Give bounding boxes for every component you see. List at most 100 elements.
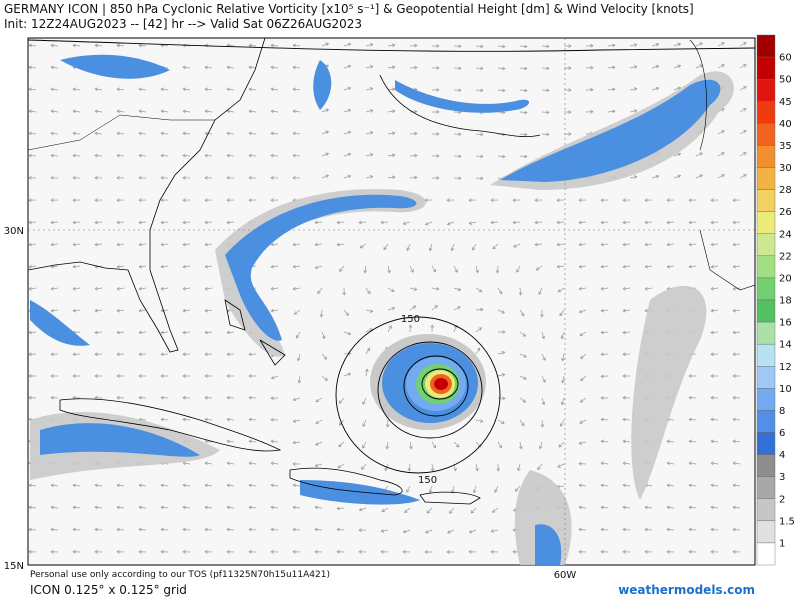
wind-arrow: [579, 397, 587, 403]
wind-arrow: [431, 110, 440, 114]
wind-arrow: [28, 352, 37, 357]
wind-arrow: [116, 264, 125, 269]
wind-arrow: [431, 66, 440, 70]
wind-arrow: [50, 352, 59, 357]
wind-arrow: [182, 242, 191, 247]
colorbar-label: 14: [779, 340, 792, 351]
wind-arrow: [468, 198, 477, 202]
wind-arrow: [365, 153, 374, 157]
wind-arrow: [490, 550, 499, 554]
wind-arrow: [475, 154, 484, 159]
wind-arrow: [160, 242, 169, 247]
wind-arrow: [475, 463, 479, 472]
wind-arrow: [204, 417, 213, 422]
lat-label: 15N: [4, 561, 24, 572]
wind-arrow: [387, 325, 392, 333]
wind-arrow: [204, 264, 213, 269]
wind-arrow: [270, 131, 279, 136]
wind-arrow: [28, 131, 37, 136]
wind-arrow: [182, 65, 191, 70]
wind-arrow: [453, 441, 460, 448]
wind-arrow: [516, 265, 521, 273]
wind-arrow: [622, 220, 631, 225]
wind-arrow: [717, 42, 725, 47]
wind-arrow: [50, 220, 59, 225]
wind-arrow: [491, 507, 499, 513]
wind-arrow: [622, 395, 631, 400]
colorbar-swatch: [756, 520, 776, 544]
wind-arrow: [138, 330, 147, 335]
wind-arrow: [28, 395, 37, 400]
wind-arrow: [710, 527, 719, 532]
wind-arrow: [50, 395, 59, 400]
wind-arrow: [431, 154, 440, 158]
wind-arrow: [204, 87, 213, 92]
wind-arrow: [409, 65, 418, 70]
wind-arrow: [475, 66, 484, 71]
contour-label: 150: [401, 314, 420, 325]
wind-arrow: [270, 550, 279, 554]
wind-arrow: [138, 198, 147, 202]
wind-arrow: [732, 308, 741, 313]
wind-arrow: [732, 220, 741, 225]
wind-arrow: [50, 65, 59, 70]
wind-arrow: [381, 507, 389, 512]
wind-arrow: [160, 176, 169, 180]
wind-arrow: [270, 242, 279, 247]
wind-arrow: [688, 198, 697, 202]
wind-arrow: [94, 131, 103, 136]
wind-arrow: [732, 417, 741, 422]
wind-arrow: [519, 88, 528, 93]
wind-arrow: [248, 395, 257, 400]
wind-arrow: [204, 198, 213, 202]
wind-arrow: [116, 550, 125, 554]
wind-arrow: [600, 483, 609, 488]
wind-arrow: [497, 66, 506, 71]
wind-arrow: [226, 417, 235, 422]
wind-arrow: [160, 198, 169, 202]
wind-arrow: [160, 417, 169, 422]
wind-arrow: [321, 353, 328, 360]
wind-arrow: [497, 351, 506, 355]
wind-arrow: [408, 324, 413, 333]
wind-arrow: [578, 550, 587, 554]
wind-arrow: [28, 109, 37, 114]
wind-arrow: [336, 220, 345, 225]
wind-arrow: [361, 463, 367, 470]
wind-arrow: [297, 375, 302, 384]
wind-arrow: [204, 461, 213, 466]
site-link[interactable]: weathermodels.com: [618, 583, 755, 597]
wind-arrow: [292, 440, 301, 445]
wind-arrow: [519, 441, 523, 450]
wind-arrow: [28, 198, 37, 202]
wind-arrow: [365, 287, 371, 295]
colorbar-label: 16: [779, 318, 792, 329]
wind-arrow: [182, 131, 191, 136]
wind-arrow: [293, 309, 301, 315]
wind-arrow: [468, 550, 477, 554]
colorbar-swatch: [756, 233, 776, 257]
wind-arrow: [732, 505, 741, 510]
wind-arrow: [541, 375, 546, 383]
wind-arrow: [490, 220, 499, 225]
wind-arrow: [204, 220, 213, 225]
wind-arrow: [600, 198, 609, 202]
wind-arrow: [519, 375, 527, 380]
wind-arrow: [321, 152, 330, 157]
wind-arrow: [409, 305, 417, 311]
wind-arrow: [226, 395, 235, 400]
wind-arrow: [138, 550, 147, 554]
wind-arrow: [182, 308, 191, 313]
colorbar-swatch: [756, 410, 776, 433]
wind-arrow: [50, 374, 59, 378]
wind-arrow: [72, 352, 81, 357]
wind-arrow: [339, 265, 345, 272]
wind-arrow: [338, 397, 345, 404]
wind-arrow: [94, 374, 103, 378]
wind-arrow: [226, 153, 235, 158]
wind-arrow: [519, 331, 527, 337]
colorbar-label: 2: [779, 494, 785, 505]
wind-arrow: [248, 374, 257, 378]
wind-arrow: [314, 550, 323, 554]
